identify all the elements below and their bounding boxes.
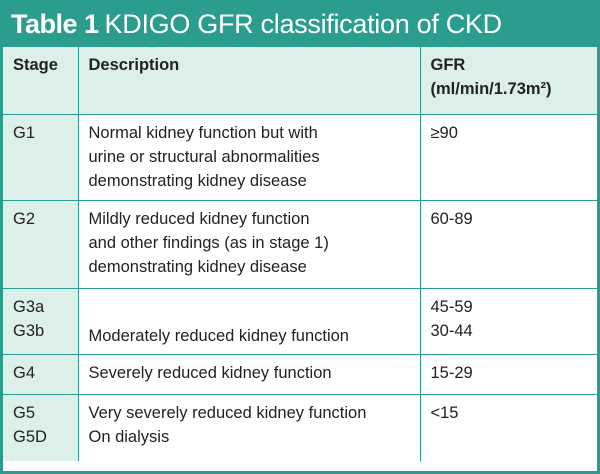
gfr-cell: 60-89: [419, 200, 597, 289]
table-title-bar: Table 1 KDIGO GFR classification of CKD: [3, 3, 597, 46]
header-stage: Stage: [3, 46, 79, 115]
stage-label: G3a: [13, 298, 45, 316]
table-number: Table 1: [11, 9, 99, 39]
description-cell: Very severely reduced kidney function On…: [77, 394, 421, 461]
gfr-value: 60-89: [430, 210, 473, 228]
header-gfr: GFR (ml/min/1.73m²): [419, 46, 597, 115]
description-cell: Normal kidney function but with urine or…: [77, 114, 421, 201]
header-gfr-unit: (ml/min/1.73m²): [430, 80, 552, 98]
gfr-value: ≥90: [430, 124, 458, 142]
stage-cell: G3a G3b: [3, 288, 79, 355]
stage-cell: G5 G5D: [3, 394, 79, 461]
description-cell: Severely reduced kidney function: [77, 354, 421, 395]
stage-cell: G1: [3, 114, 79, 201]
description-line: demonstrating kidney disease: [88, 258, 307, 276]
stage-cell: G4: [3, 354, 79, 395]
stage-label: G2: [13, 210, 36, 228]
description-line: Very severely reduced kidney function: [88, 404, 367, 422]
stage-label: G1: [13, 124, 36, 142]
table-row: G4 Severely reduced kidney function 15-2…: [3, 354, 597, 395]
gfr-value: 30-44: [430, 322, 473, 340]
table-row: G5 G5D Very severely reduced kidney func…: [3, 394, 597, 461]
description-line: and other findings (as in stage 1): [88, 234, 329, 252]
stage-label: G3b: [13, 322, 45, 340]
gfr-cell: ≥90: [419, 114, 597, 201]
description-cell: Mildly reduced kidney function and other…: [77, 200, 421, 289]
description-line: Normal kidney function but with: [88, 124, 318, 142]
description-line: Severely reduced kidney function: [88, 364, 332, 382]
header-gfr-label: GFR: [430, 56, 466, 74]
description-line: Moderately reduced kidney function: [88, 327, 350, 345]
header-description: Description: [77, 46, 421, 115]
gfr-value: 15-29: [430, 364, 473, 382]
table-row: G2 Mildly reduced kidney function and ot…: [3, 200, 597, 289]
gfr-value: 45-59: [430, 298, 473, 316]
gfr-cell: 45-59 30-44: [419, 288, 597, 355]
description-line: urine or structural abnormalities: [88, 148, 320, 166]
gfr-cell: <15: [419, 394, 597, 461]
stage-label: G4: [13, 364, 36, 382]
table-row: G3a G3b Moderately reduced kidney functi…: [3, 288, 597, 355]
gfr-value: <15: [430, 404, 459, 422]
description-line: On dialysis: [88, 428, 170, 446]
stage-label: G5: [13, 404, 36, 422]
table-row: G1 Normal kidney function but with urine…: [3, 114, 597, 201]
stage-label: G5D: [13, 428, 47, 446]
description-line: demonstrating kidney disease: [88, 172, 307, 190]
table-header-row: Stage Description GFR (ml/min/1.73m²): [3, 46, 597, 115]
description-line: Mildly reduced kidney function: [88, 210, 310, 228]
table-title: KDIGO GFR classification of CKD: [104, 9, 503, 39]
gfr-classification-table: Stage Description GFR (ml/min/1.73m²) G1…: [3, 46, 597, 461]
stage-cell: G2: [3, 200, 79, 289]
gfr-cell: 15-29: [419, 354, 597, 395]
description-cell: Moderately reduced kidney function: [77, 288, 421, 355]
